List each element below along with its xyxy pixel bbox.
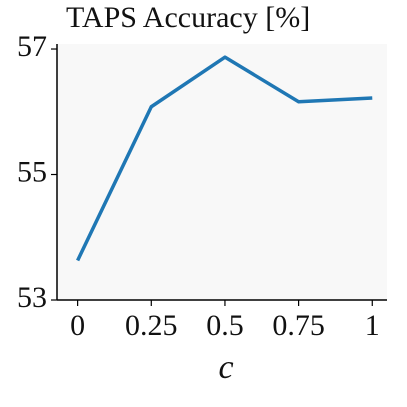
chart-title: TAPS Accuracy [%]	[66, 1, 310, 34]
line	[76, 55, 373, 262]
x-tick-label: 0	[70, 309, 85, 342]
plot-area	[57, 44, 387, 300]
y-tick-label: 55	[17, 155, 47, 188]
x-tick-label: 1	[365, 309, 380, 342]
y-tick-label: 57	[17, 30, 47, 63]
y-tick-label: 53	[17, 281, 47, 314]
x-tick-label: 0.25	[125, 309, 178, 342]
x-axis-label: c	[218, 349, 233, 386]
x-tick-label: 0.5	[206, 309, 244, 342]
x-tick-label: 0.75	[272, 309, 325, 342]
